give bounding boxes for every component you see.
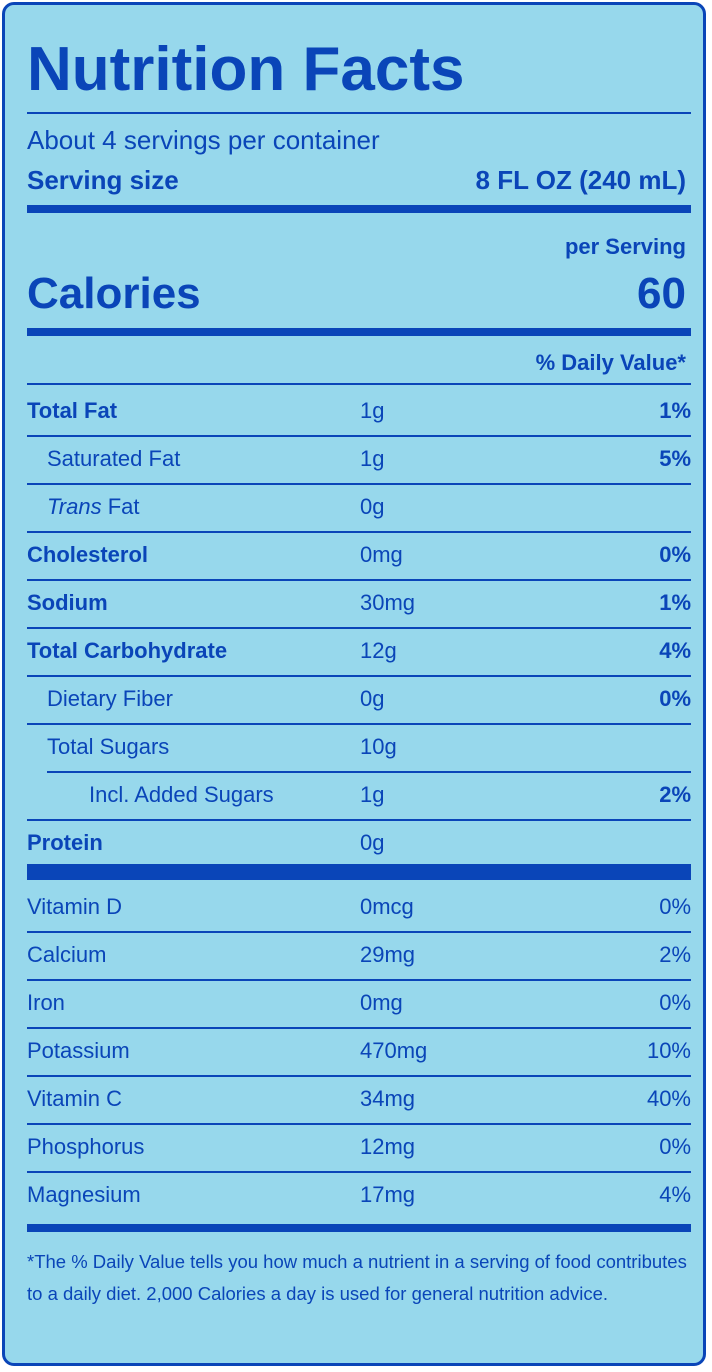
trans-italic: Trans: [47, 494, 102, 519]
row-divider: [27, 435, 691, 437]
calories-value: 60: [637, 269, 686, 318]
nutrient-row-added-sugars: Incl. Added Sugars 1g 2%: [27, 771, 691, 821]
row-divider: [27, 675, 691, 677]
micronutrient-row-vitamin-d: Vitamin D 0mcg 0%: [27, 883, 691, 933]
footnote-divider: [27, 1224, 691, 1232]
nutrient-dv: 10%: [646, 1038, 691, 1063]
row-divider: [47, 771, 691, 773]
nutrient-dv: 0%: [659, 542, 691, 567]
nutrient-amount: 0mg: [360, 542, 403, 567]
nutrient-amount: 1g: [360, 782, 385, 807]
nutrient-name: Saturated Fat: [47, 446, 181, 471]
nutrient-name: Calcium: [27, 942, 107, 967]
daily-value-footnote: *The % Daily Value tells you how much a …: [27, 1251, 687, 1304]
micronutrient-row-iron: Iron 0mg 0%: [27, 979, 691, 1029]
nutrient-name: Vitamin C: [27, 1086, 122, 1111]
nutrient-name: Phosphorus: [27, 1134, 145, 1159]
nutrient-row-total-sugars: Total Sugars 10g: [27, 723, 691, 773]
nutrient-name: Dietary Fiber: [47, 686, 173, 711]
nutrient-amount: 1g: [360, 398, 385, 423]
nutrient-dv: 2%: [659, 782, 691, 807]
nutrient-name: Total Sugars: [47, 734, 170, 759]
nutrient-dv: 1%: [659, 398, 691, 423]
row-divider: [27, 819, 691, 821]
row-divider: [27, 723, 691, 725]
nutrient-row-protein: Protein 0g: [27, 819, 691, 867]
row-divider: [27, 1027, 691, 1029]
nutrient-dv: 0%: [659, 990, 691, 1015]
nutrient-amount: 0g: [360, 830, 385, 855]
calories-label: Calories: [27, 269, 201, 318]
nutrient-amount: 0g: [360, 686, 385, 711]
nutrient-amount: 1g: [360, 446, 385, 471]
daily-value-header: % Daily Value*: [535, 350, 686, 375]
micronutrient-row-vitamin-c: Vitamin C 34mg 40%: [27, 1075, 691, 1125]
nutrient-amount: 0mcg: [360, 894, 414, 919]
nutrient-row-sodium: Sodium 30mg 1%: [27, 579, 691, 629]
nutrient-dv: 0%: [659, 894, 691, 919]
nutrient-name: Sodium: [27, 590, 108, 615]
nutrient-amount: 470mg: [360, 1038, 428, 1063]
nutrient-name: Cholesterol: [27, 542, 149, 567]
header-divider: [27, 383, 691, 385]
row-divider: [27, 1075, 691, 1077]
nutrient-amount: 34mg: [360, 1086, 416, 1111]
nutrient-name: Magnesium: [27, 1182, 141, 1207]
nutrient-dv: 5%: [659, 446, 691, 471]
nutrient-dv: 0%: [659, 1134, 691, 1159]
nutrient-row-saturated-fat: Saturated Fat 1g 5%: [27, 435, 691, 485]
nutrient-row-trans-fat: Trans Fat 0g: [27, 483, 691, 533]
label-title: Nutrition Facts: [27, 35, 465, 104]
nutrient-name: Total Carbohydrate: [27, 638, 228, 663]
nutrient-name: Potassium: [27, 1038, 130, 1063]
nutrient-name: Total Fat: [27, 398, 118, 423]
serving-size-value: 8 FL OZ (240 mL): [475, 165, 686, 195]
nutrient-amount: 0mg: [360, 990, 403, 1015]
nutrient-dv: 2%: [659, 942, 691, 967]
nutrient-name: Incl. Added Sugars: [89, 782, 274, 807]
trans-rest: Fat: [101, 494, 140, 519]
nutrient-name: Vitamin D: [27, 894, 122, 919]
row-divider: [27, 979, 691, 981]
nutrient-dv: 40%: [646, 1086, 691, 1111]
nutrient-dv: 0%: [659, 686, 691, 711]
serving-size-label: Serving size: [27, 165, 179, 195]
nutrient-row-total-carbohydrate: Total Carbohydrate 12g 4%: [27, 627, 691, 677]
nutrient-dv: 1%: [659, 590, 691, 615]
row-divider: [27, 1123, 691, 1125]
micronutrient-row-magnesium: Magnesium 17mg 4%: [27, 1171, 691, 1219]
row-divider: [27, 1171, 691, 1173]
nutrient-amount: 12g: [360, 638, 397, 663]
micronutrient-row-phosphorus: Phosphorus 12mg 0%: [27, 1123, 691, 1173]
servings-per-container: About 4 servings per container: [27, 125, 380, 155]
calories-divider: [27, 328, 691, 336]
nutrient-name: Trans Fat: [47, 483, 140, 531]
nutrient-row-total-fat: Total Fat 1g 1%: [27, 387, 691, 437]
nutrient-dv: 4%: [659, 1182, 691, 1207]
nutrient-amount: 0g: [360, 494, 385, 519]
nutrient-amount: 10g: [360, 734, 397, 759]
nutrient-row-dietary-fiber: Dietary Fiber 0g 0%: [27, 675, 691, 725]
row-divider: [27, 531, 691, 533]
nutrient-amount: 30mg: [360, 590, 416, 615]
micronutrient-row-potassium: Potassium 470mg 10%: [27, 1027, 691, 1077]
title-divider: [27, 112, 691, 114]
nutrient-row-cholesterol: Cholesterol 0mg 0%: [27, 531, 691, 581]
nutrient-name: Iron: [27, 990, 65, 1015]
row-divider: [27, 931, 691, 933]
row-divider: [27, 579, 691, 581]
row-divider: [27, 483, 691, 485]
protein-divider: [27, 864, 691, 880]
row-divider: [27, 627, 691, 629]
nutrient-amount: 12mg: [360, 1134, 416, 1159]
nutrient-dv: 4%: [659, 638, 691, 663]
thick-divider: [27, 205, 691, 213]
nutrient-name: Protein: [27, 830, 103, 855]
micronutrient-row-calcium: Calcium 29mg 2%: [27, 931, 691, 981]
per-serving-label: per Serving: [564, 234, 686, 259]
nutrient-amount: 29mg: [360, 942, 416, 967]
nutrient-amount: 17mg: [360, 1182, 416, 1207]
